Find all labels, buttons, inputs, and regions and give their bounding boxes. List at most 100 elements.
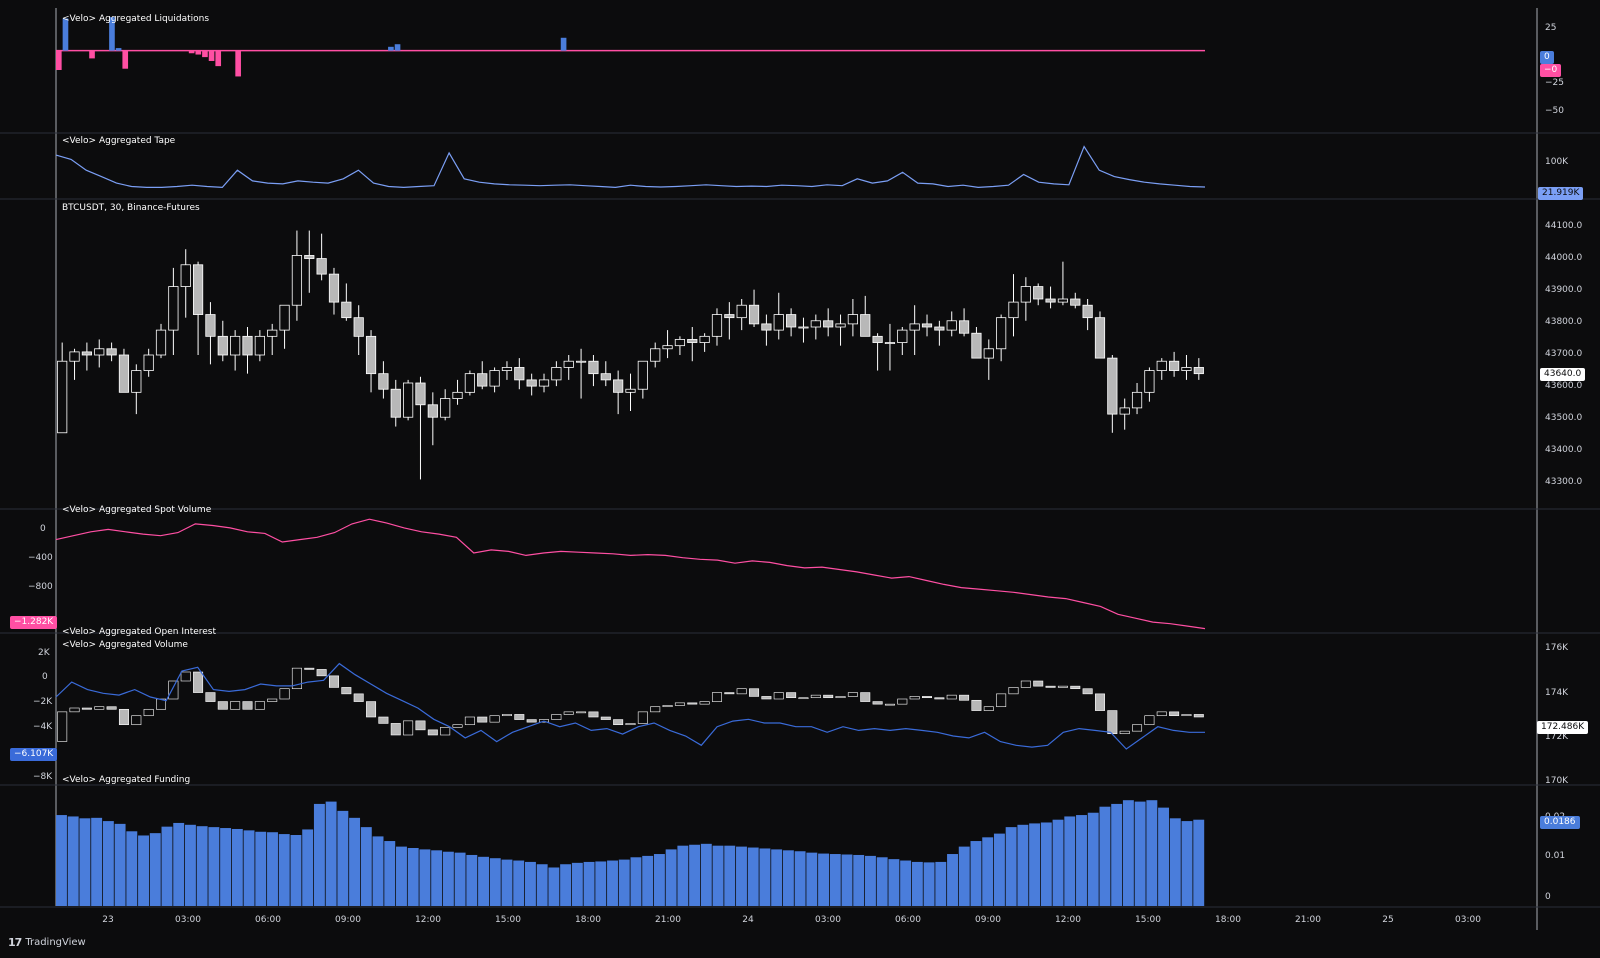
volume-candle	[291, 667, 302, 690]
liquidation-bar	[188, 50, 195, 54]
funding-bar	[360, 827, 372, 906]
liquidation-bar	[560, 37, 567, 51]
price-candle-body	[1169, 360, 1180, 371]
funding-bar	[736, 846, 747, 906]
volume-candle	[81, 707, 92, 710]
volume-candle	[724, 692, 735, 695]
price-candle-body	[205, 314, 216, 337]
funding-bar	[548, 867, 560, 906]
price-candle-body	[847, 314, 858, 325]
funding-bar	[220, 828, 232, 906]
price-candle-body	[267, 329, 278, 337]
funding-bar	[524, 861, 536, 906]
price-candle-body	[1181, 367, 1192, 371]
price-candle-body	[390, 388, 401, 418]
tradingview-logo[interactable]: 17 TradingView	[8, 936, 86, 949]
liquidation-bar	[195, 50, 202, 55]
volume-candle	[613, 719, 624, 726]
volume-candle	[650, 706, 661, 713]
funding-bar	[993, 833, 1005, 906]
volume-candle	[378, 716, 389, 724]
price-candle-body	[168, 286, 179, 331]
time-axis-label: 23	[102, 915, 113, 925]
price-candle-body	[131, 370, 142, 393]
time-axis-label: 25	[1382, 915, 1393, 925]
funding-bar	[642, 855, 654, 906]
liquidation-bar	[202, 50, 208, 58]
volume-candle	[1181, 714, 1192, 717]
funding-bar	[1076, 815, 1087, 906]
price-candle-body	[724, 314, 735, 319]
price-candle-body	[501, 367, 513, 371]
price-candle-body	[94, 348, 105, 356]
funding-bar	[700, 843, 712, 906]
oi-badge: 172.486K	[1537, 721, 1589, 734]
price-title: BTCUSDT, 30, Binance-Futures	[62, 203, 200, 213]
liquidation-bar	[215, 50, 222, 67]
funding-bar	[560, 864, 572, 906]
price-axis-label: 44000.0	[1545, 253, 1583, 263]
price-candle-body	[452, 391, 463, 399]
liq-axis-label: −50	[1545, 106, 1564, 116]
funding-bar	[149, 833, 161, 906]
liq-badge-pink: −0	[1540, 64, 1562, 77]
price-candle-body	[983, 348, 994, 359]
funding-bar	[771, 849, 783, 906]
funding-bar	[935, 861, 947, 906]
price-candle-body	[872, 335, 883, 343]
time-axis-label: 12:00	[1055, 915, 1081, 925]
funding-bar	[231, 828, 243, 906]
funding-bar	[442, 851, 454, 906]
funding-bar	[102, 821, 114, 906]
volume-candle	[810, 694, 821, 699]
funding-bar	[782, 850, 794, 906]
volume-candle	[674, 702, 685, 706]
funding-bar	[1158, 807, 1170, 906]
price-candle-body	[1082, 304, 1093, 319]
time-axis-label: 06:00	[895, 915, 921, 925]
volume-candle	[749, 688, 760, 697]
funding-bar	[466, 854, 478, 906]
volume-candle	[464, 716, 475, 726]
funding-bar	[1122, 800, 1134, 906]
price-candle-body	[798, 326, 809, 329]
liquidation-bar	[388, 46, 394, 51]
funding-bar	[653, 854, 665, 906]
price-candle-body	[217, 335, 228, 356]
time-axis-label: 03:00	[175, 915, 201, 925]
price-axis-label: 43300.0	[1545, 477, 1583, 487]
price-candle-body	[600, 373, 611, 381]
price-candle-body	[143, 354, 154, 371]
oi-axis-label: 176K	[1545, 643, 1569, 653]
funding-bar	[384, 841, 396, 906]
volume-candle	[687, 702, 698, 705]
volume-candle	[551, 714, 562, 720]
liq-axis-label: −25	[1545, 78, 1564, 88]
price-candle-body	[106, 348, 117, 356]
liquidation-bar	[89, 50, 95, 59]
price-candle-body	[637, 360, 648, 390]
funding-bar	[79, 818, 91, 906]
price-candle-body	[230, 335, 241, 356]
volume-candle	[971, 699, 982, 711]
funding-bar	[876, 857, 888, 906]
price-candle-body	[1070, 298, 1081, 306]
volume-candle	[563, 711, 574, 715]
price-candle-body	[477, 373, 488, 387]
funding-bar	[396, 846, 407, 906]
price-candle-body	[1156, 360, 1167, 371]
price-candle-body	[1008, 301, 1019, 319]
funding-bar	[278, 834, 290, 906]
price-candle-body	[1045, 298, 1056, 303]
time-axis-label: 18:00	[575, 915, 601, 925]
time-axis-label: 03:00	[815, 915, 841, 925]
funding-bar	[829, 854, 841, 906]
time-axis-label: 24	[742, 915, 754, 925]
funding-bar	[313, 803, 325, 906]
liquidation-bar	[109, 17, 115, 51]
volume-candle	[996, 693, 1007, 708]
volume-candle	[773, 692, 784, 700]
volume-candle	[118, 708, 129, 726]
volume-candle	[217, 701, 228, 710]
